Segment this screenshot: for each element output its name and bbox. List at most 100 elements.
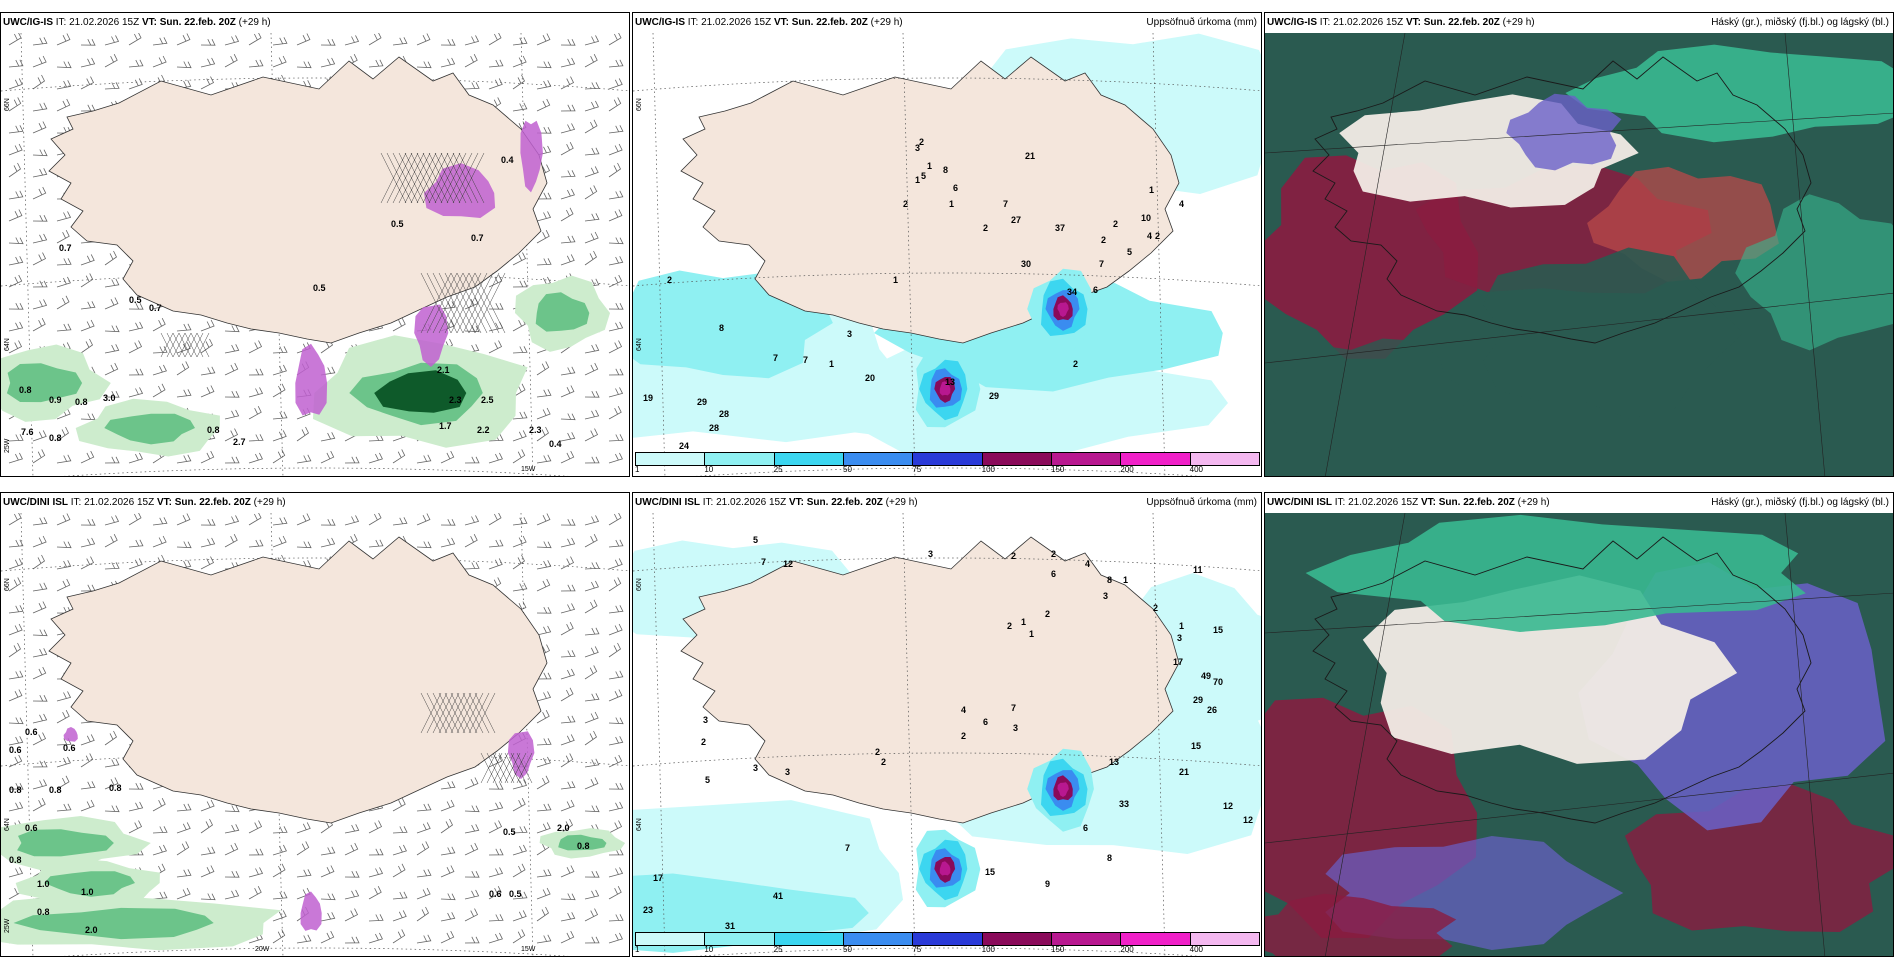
wind-barb bbox=[272, 929, 286, 944]
wind-barb bbox=[320, 39, 336, 46]
precip-value-label: 1 bbox=[1179, 621, 1184, 631]
wind-barb bbox=[56, 541, 72, 549]
precip-value-label: 4 bbox=[1147, 231, 1152, 241]
wind-barb bbox=[320, 537, 336, 548]
wind-barb bbox=[272, 517, 288, 526]
wind-barb bbox=[416, 934, 432, 944]
wind-barb bbox=[320, 912, 336, 922]
wind-barb bbox=[512, 910, 527, 922]
map-area: 2 8 19 29 28 28 24 7 7 1 20 13 29 2 3 1 2 1 1 3 2 5 8 6 1 2 7 21 27 3… bbox=[633, 33, 1261, 476]
wind-barb bbox=[536, 691, 552, 702]
wind-barb bbox=[32, 779, 48, 790]
wind-barb bbox=[608, 605, 624, 614]
wind-barb bbox=[200, 76, 215, 90]
wind-barb bbox=[296, 822, 311, 834]
wind-speed-label: 1.0 bbox=[81, 887, 94, 897]
wind-barb bbox=[248, 434, 264, 442]
colorbar-tick-label: 400 bbox=[1189, 465, 1204, 474]
precip-value-label: 4 bbox=[1085, 559, 1090, 569]
wind-barb bbox=[128, 33, 142, 46]
wind-barb bbox=[512, 517, 528, 526]
wind-barb bbox=[368, 539, 384, 548]
wind-barb bbox=[272, 411, 288, 420]
wind-barb bbox=[584, 562, 600, 570]
precip-value-label: 6 bbox=[1083, 823, 1088, 833]
wind-barb bbox=[536, 906, 550, 922]
vt-value: Sun. 22.feb. 20Z bbox=[174, 497, 251, 508]
wind-barb bbox=[536, 361, 550, 376]
wind-speed-label: 0.9 bbox=[49, 395, 62, 405]
wind-barb bbox=[584, 147, 600, 156]
wind-barb bbox=[512, 280, 528, 288]
model-name: UWC/DINI ISL bbox=[1267, 497, 1332, 508]
wind-barb bbox=[32, 149, 48, 157]
wind-barb bbox=[56, 710, 70, 724]
model-name: UWC/IG-IS bbox=[635, 17, 685, 28]
vt-prefix: VT: bbox=[1405, 17, 1421, 28]
precip-value-label: 2 bbox=[881, 757, 886, 767]
precip-value-label: 5 bbox=[705, 775, 710, 785]
wind-barb bbox=[248, 886, 262, 900]
wind-barb bbox=[8, 340, 23, 354]
wind-barb bbox=[560, 893, 576, 901]
model-name: UWC/IG-IS bbox=[1267, 17, 1317, 28]
wind-barb bbox=[152, 364, 167, 376]
wind-speed-label: 0.8 bbox=[19, 385, 32, 395]
wind-barb bbox=[560, 432, 576, 442]
panel-cloud-dini: UWC/DINI ISL IT: 21.02.2026 15Z VT: Sun.… bbox=[1264, 492, 1894, 957]
wind-barb bbox=[224, 35, 240, 46]
wind-barb bbox=[8, 321, 24, 332]
precip-value-label: 10 bbox=[1141, 213, 1151, 223]
wind-barb bbox=[32, 430, 47, 442]
wind-barb bbox=[200, 865, 215, 878]
cloud-layer bbox=[1265, 893, 1457, 956]
wind-barb bbox=[56, 211, 72, 222]
wind-barb bbox=[8, 33, 22, 46]
wind-barb bbox=[536, 61, 552, 69]
wind-barb bbox=[584, 515, 600, 526]
wind-barb bbox=[152, 318, 166, 332]
colorbar-tick-label: 200 bbox=[1120, 465, 1134, 474]
panel-wind-dini: UWC/DINI ISL IT: 21.02.2026 15Z VT: Sun.… bbox=[0, 492, 630, 957]
precip-value-label: 15 bbox=[985, 867, 995, 877]
wind-barb bbox=[488, 820, 503, 834]
precip-value-label: 7 bbox=[1003, 199, 1008, 209]
wind-barb bbox=[392, 910, 407, 922]
precip-value-label: 1 bbox=[949, 199, 954, 209]
precip-value-label: 11 bbox=[1193, 565, 1203, 575]
it-prefix: IT: bbox=[687, 17, 699, 28]
wind-barb bbox=[584, 166, 599, 178]
cloud-layer bbox=[1506, 93, 1622, 171]
wind-barb bbox=[416, 513, 431, 526]
wind-barb bbox=[512, 779, 528, 790]
wind-barb bbox=[440, 799, 455, 812]
grid-line bbox=[1784, 513, 1826, 956]
wind-barb bbox=[8, 162, 22, 178]
wind-barb bbox=[272, 430, 287, 442]
wind-barb bbox=[368, 33, 382, 46]
latitude-line bbox=[695, 947, 1201, 956]
wind-barb bbox=[272, 346, 288, 354]
latitude-line bbox=[63, 947, 569, 956]
precip-value-label: 29 bbox=[989, 391, 999, 401]
lead-time: (+29 h) bbox=[1502, 17, 1535, 28]
wind-barb bbox=[440, 450, 455, 464]
wind-barb bbox=[416, 454, 432, 464]
wind-barb bbox=[176, 803, 192, 812]
precip-colorbar: 1 10 25 50 75 100 150 200 400 bbox=[635, 932, 1260, 954]
panel-header: UWC/IG-IS IT: 21.02.2026 15Z VT: Sun. 22… bbox=[1, 13, 629, 33]
wind-barb bbox=[608, 642, 622, 658]
precip-value-label: 7 bbox=[1099, 259, 1104, 269]
wind-barb bbox=[560, 142, 574, 156]
wind-barb bbox=[176, 389, 192, 398]
map-canvas bbox=[1265, 513, 1893, 956]
colorbar-swatch bbox=[773, 932, 844, 946]
wind-barb bbox=[536, 775, 550, 790]
wind-barb bbox=[536, 738, 552, 746]
wind-barb bbox=[80, 556, 95, 570]
wind-barb bbox=[8, 539, 24, 548]
wind-barb bbox=[200, 556, 215, 570]
wind-barb bbox=[272, 535, 287, 548]
wind-barb bbox=[8, 190, 24, 200]
wind-barb bbox=[368, 452, 383, 464]
